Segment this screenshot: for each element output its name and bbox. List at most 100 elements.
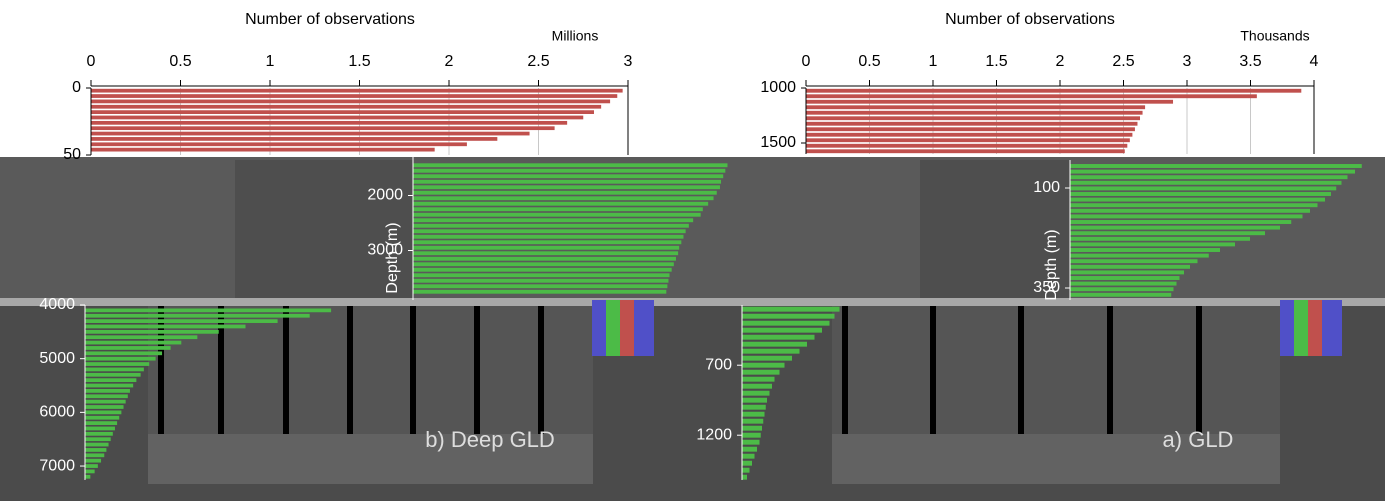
x-tick-label: 0: [802, 53, 811, 70]
bar: [742, 446, 757, 452]
x-tick-label: 1: [266, 53, 275, 70]
bar: [413, 212, 701, 217]
bar: [1070, 214, 1303, 219]
bar: [413, 223, 689, 228]
bar: [413, 262, 674, 267]
bar: [91, 120, 568, 125]
bar: [1070, 253, 1209, 258]
bar: [85, 437, 111, 442]
bar: [742, 467, 750, 473]
bar: [742, 348, 800, 354]
bar: [91, 104, 602, 109]
bar: [85, 335, 198, 340]
x-tick-label: 2.5: [527, 53, 549, 70]
bar: [806, 132, 1133, 137]
x-tick-label: 3: [624, 53, 633, 70]
bar: [742, 418, 764, 424]
bar: [85, 329, 219, 334]
bar: [413, 168, 726, 173]
bar: [85, 372, 141, 377]
bar: [85, 362, 150, 366]
bar: [1070, 248, 1220, 252]
x-tick-label: 1.5: [985, 53, 1007, 70]
bar: [91, 126, 555, 131]
bar: [1070, 242, 1235, 247]
bar: [1070, 197, 1325, 202]
bar: [1070, 231, 1265, 236]
x-tick-label: 1.5: [348, 53, 370, 70]
bar: [413, 201, 709, 206]
bar: [806, 88, 1302, 93]
bar: [413, 179, 722, 184]
y-axis-title: Depth (m): [1043, 229, 1060, 300]
bar: [413, 234, 684, 239]
bar: [1070, 164, 1362, 168]
bar: [742, 411, 765, 417]
y-tick-label: 0: [72, 79, 81, 96]
bar: [806, 138, 1130, 143]
bar: [742, 341, 807, 347]
bar: [1070, 203, 1318, 208]
bar: [85, 410, 122, 415]
bar: [1070, 220, 1292, 224]
x-tick-label: 2: [445, 53, 454, 70]
y-axis-title: Depth (m): [384, 222, 401, 293]
bar: [1070, 287, 1174, 292]
bar: [85, 313, 310, 318]
bar: [413, 284, 668, 289]
bar: [806, 110, 1143, 115]
y-tick-label: 700: [705, 356, 732, 373]
bar: [413, 196, 714, 201]
y-tick-label: 2000: [367, 187, 403, 204]
bar: [806, 121, 1138, 126]
bar: [1070, 264, 1190, 269]
x-tick-label: 0.5: [858, 53, 880, 70]
glitch-block: [832, 434, 1280, 484]
bar: [806, 99, 1174, 104]
bar: [1070, 259, 1198, 264]
bar: [742, 369, 780, 375]
bar: [413, 229, 686, 234]
bar: [742, 362, 785, 368]
x-axis-title: Number of observations: [945, 11, 1115, 28]
bar: [806, 116, 1141, 121]
bar: [85, 394, 128, 399]
bar: [413, 190, 717, 195]
bar: [413, 273, 670, 278]
bar: [85, 464, 98, 468]
bar: [413, 267, 672, 272]
y-tick-label: 3000: [367, 242, 403, 259]
glitch-stripes: [158, 300, 1342, 434]
x-tick-label: 0: [87, 53, 96, 70]
bar: [85, 421, 118, 425]
bar: [91, 88, 623, 93]
x-tick-label: 3.5: [1239, 53, 1261, 70]
bar: [413, 278, 669, 283]
bar: [85, 453, 105, 458]
x-tick-label: 4: [1310, 53, 1319, 70]
y-tick-label: 350: [1033, 279, 1060, 296]
y-tick-label: 1200: [696, 426, 732, 443]
bar: [742, 390, 770, 396]
bar: [742, 376, 775, 382]
bar: [85, 469, 95, 474]
bar: [85, 356, 156, 361]
panel-label: b) Deep GLD: [425, 427, 555, 452]
bar: [806, 127, 1135, 132]
bar: [85, 346, 171, 350]
bar: [85, 308, 332, 313]
y-tick-label: 100: [1033, 179, 1060, 196]
bar: [85, 378, 137, 383]
bar: [742, 334, 815, 340]
bar: [742, 425, 762, 431]
y-tick-label: 7000: [39, 457, 75, 474]
bar: [85, 458, 102, 463]
glitch-block: [235, 160, 413, 300]
bar: [806, 105, 1146, 110]
bar: [85, 405, 124, 409]
panel-label: a) GLD: [1163, 427, 1234, 452]
bar: [1070, 208, 1310, 213]
glitch-block: [920, 160, 1070, 300]
bar: [1070, 169, 1355, 174]
bar: [85, 426, 115, 431]
